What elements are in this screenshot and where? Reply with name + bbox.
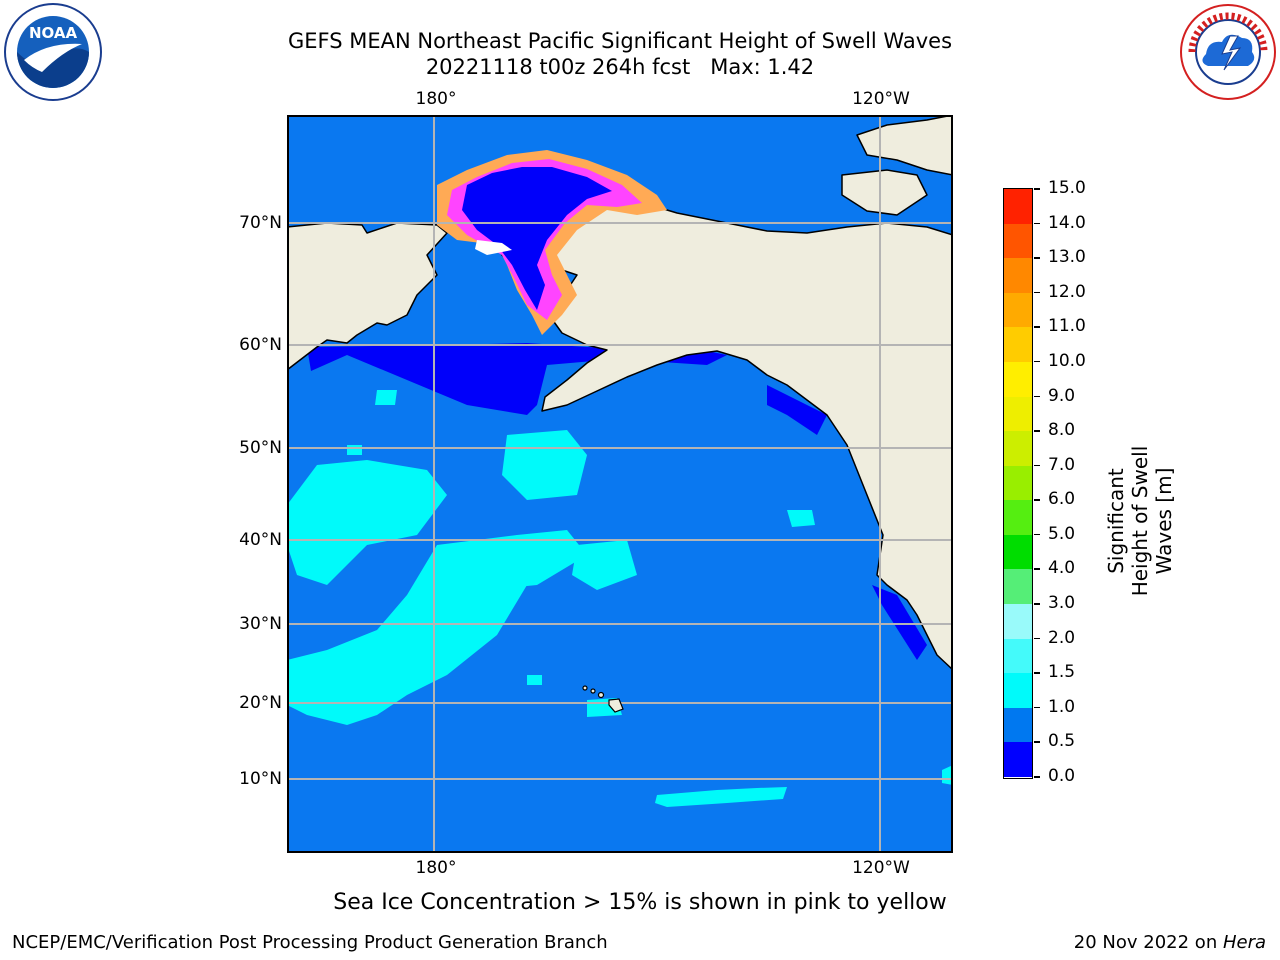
colorbar-tick — [1034, 637, 1040, 640]
colorbar-tick-label: 0.5 — [1048, 731, 1076, 752]
colorbar-segment — [1004, 361, 1032, 397]
colorbar-segment — [1004, 396, 1032, 432]
nws-logo — [1178, 2, 1278, 102]
colorbar-segment — [1004, 292, 1032, 328]
colorbar-tick-label: 15.0 — [1048, 178, 1086, 198]
noaa-logo-text: NOAA — [29, 24, 78, 42]
lat-label-40n: 40°N — [239, 530, 282, 550]
land-arctic-islands-2 — [841, 169, 928, 216]
colorbar-tick-label: 12.0 — [1048, 281, 1086, 302]
colorbar-segment — [1004, 327, 1032, 362]
colorbar-tick — [1034, 672, 1040, 674]
lon-label-top-120w: 120°W — [852, 89, 910, 109]
swell-low-region — [307, 343, 927, 660]
colorbar-tick-label: 8.0 — [1048, 420, 1076, 441]
footer-date-text: 20 Nov 2022 on — [1073, 932, 1223, 953]
colorbar-tick — [1034, 603, 1040, 605]
sea-ice-open-water — [462, 167, 612, 310]
colorbar-segment — [1004, 534, 1032, 570]
colorbar-tick — [1034, 706, 1040, 709]
colorbar-tick-label: 13.0 — [1048, 247, 1086, 268]
colorbar-tick-label: 3.0 — [1048, 593, 1076, 614]
sea-ice-white-patch — [475, 240, 512, 255]
colorbar-tick-label: 9.0 — [1048, 385, 1076, 406]
colorbar-tick — [1034, 499, 1040, 501]
footer-host: Hera — [1222, 932, 1266, 953]
colorbar-tick — [1034, 395, 1040, 398]
hawaii-islands — [582, 685, 624, 713]
lat-label-20n: 20°N — [239, 693, 282, 713]
colorbar — [1003, 188, 1033, 779]
colorbar-tick-label: 1.0 — [1048, 696, 1076, 717]
colorbar-segment — [1004, 500, 1032, 535]
lon-label-bottom-120w: 120°W — [852, 858, 910, 878]
chart-subtitle: 20221118 t00z 264h fcst Max: 1.42 — [425, 55, 815, 79]
chart-title: GEFS MEAN Northeast Pacific Significant … — [287, 29, 953, 53]
colorbar-tick — [1034, 776, 1040, 778]
colorbar-tick — [1034, 568, 1040, 570]
land-alaska — [446, 202, 953, 671]
colorbar-tick-label: 7.0 — [1048, 454, 1076, 475]
colorbar-tick — [1034, 291, 1040, 294]
land-chukotka — [287, 222, 448, 371]
colorbar-segment — [1004, 189, 1032, 224]
colorbar-tick-label: 14.0 — [1048, 212, 1086, 233]
colorbar-segment — [1004, 569, 1032, 605]
colorbar-tick — [1034, 257, 1040, 259]
colorbar-tick — [1034, 326, 1040, 328]
colorbar-tick-label: 0.0 — [1048, 766, 1076, 786]
sea-ice-region — [437, 150, 667, 335]
colorbar-tick-label: 11.0 — [1048, 316, 1086, 337]
colorbar-tick — [1034, 360, 1040, 363]
colorbar-tick-label: 6.0 — [1048, 489, 1076, 510]
lon-label-top-180: 180° — [415, 89, 457, 109]
lat-label-50n: 50°N — [239, 438, 282, 458]
lat-label-60n: 60°N — [239, 335, 282, 355]
footer-credit: NCEP/EMC/Verification Post Processing Pr… — [12, 932, 608, 953]
lon-label-bottom-180: 180° — [415, 858, 457, 878]
noaa-logo: NOAA — [2, 2, 104, 102]
land-masses — [287, 115, 953, 671]
lat-label-30n: 30°N — [239, 614, 282, 634]
colorbar-segment — [1004, 465, 1032, 501]
lat-label-70n: 70°N — [239, 213, 282, 233]
colorbar-segment — [1004, 742, 1032, 777]
colorbar-tick — [1034, 188, 1040, 190]
colorbar-title: Significant Height of Swell Waves [m] — [1104, 445, 1176, 597]
colorbar-tick — [1034, 533, 1040, 536]
colorbar-tick-label: 5.0 — [1048, 523, 1076, 544]
sea-ice-footnote: Sea Ice Concentration > 15% is shown in … — [333, 890, 947, 915]
colorbar-tick-label: 1.5 — [1048, 662, 1076, 683]
swell-height-map — [287, 115, 953, 853]
colorbar-segment — [1004, 604, 1032, 639]
colorbar-tick-label: 2.0 — [1048, 627, 1076, 648]
colorbar-segment — [1004, 707, 1032, 743]
colorbar-segment — [1004, 638, 1032, 674]
colorbar-segment — [1004, 431, 1032, 466]
lat-label-10n: 10°N — [239, 769, 282, 789]
graticule — [287, 115, 953, 853]
colorbar-tick-label: 4.0 — [1048, 558, 1076, 579]
footer-date: 20 Nov 2022 on Hera — [1074, 932, 1266, 953]
colorbar-tick-label: 10.0 — [1048, 350, 1086, 371]
colorbar-tick — [1034, 741, 1040, 743]
colorbar-segment — [1004, 223, 1032, 259]
colorbar-tick — [1034, 222, 1040, 225]
colorbar-segment — [1004, 673, 1032, 708]
colorbar-tick — [1034, 464, 1040, 467]
colorbar-segment — [1004, 258, 1032, 293]
colorbar-tick — [1034, 430, 1040, 432]
